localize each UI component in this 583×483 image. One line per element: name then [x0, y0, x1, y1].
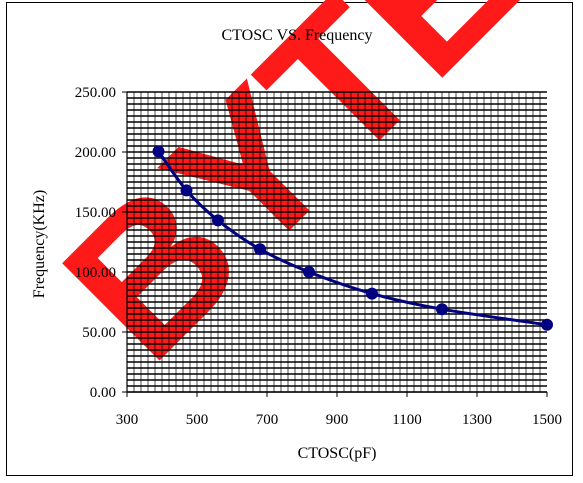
x-tick-label: 700: [256, 412, 279, 428]
data-point: [436, 303, 448, 316]
data-point: [254, 243, 266, 256]
series: [152, 145, 553, 331]
x-tick-label: 300: [116, 412, 139, 428]
y-tick-label: 200.00: [75, 145, 116, 161]
axes: 0.00 50.00 100.00 150.00 200.00 250.00 300 500 7…: [75, 85, 562, 428]
x-tick-label: 500: [186, 412, 209, 428]
data-point: [212, 214, 224, 227]
data-point: [541, 318, 553, 331]
y-tick-label: 0.00: [90, 385, 116, 401]
grid: [127, 91, 547, 393]
data-point: [303, 266, 315, 278]
x-tick-label: 1100: [392, 412, 421, 428]
y-axis-title: Frequency(KHz): [31, 190, 48, 298]
chart-frame: [6, 2, 573, 476]
y-tick-label: 50.00: [82, 325, 116, 341]
y-tick-label: 150.00: [75, 205, 116, 221]
data-point: [152, 145, 165, 158]
data-point: [180, 184, 193, 197]
x-tick-label: 1500: [532, 412, 562, 428]
x-tick-label: 1300: [462, 412, 492, 428]
x-tick-label: 900: [326, 412, 349, 428]
y-tick-label: 100.00: [75, 265, 116, 281]
y-tick-label: 250.00: [75, 85, 116, 101]
data-point: [366, 287, 378, 300]
chart-title: CTOSC VS. Frequency: [222, 27, 373, 44]
x-axis-title: CTOSC(pF): [298, 445, 377, 462]
